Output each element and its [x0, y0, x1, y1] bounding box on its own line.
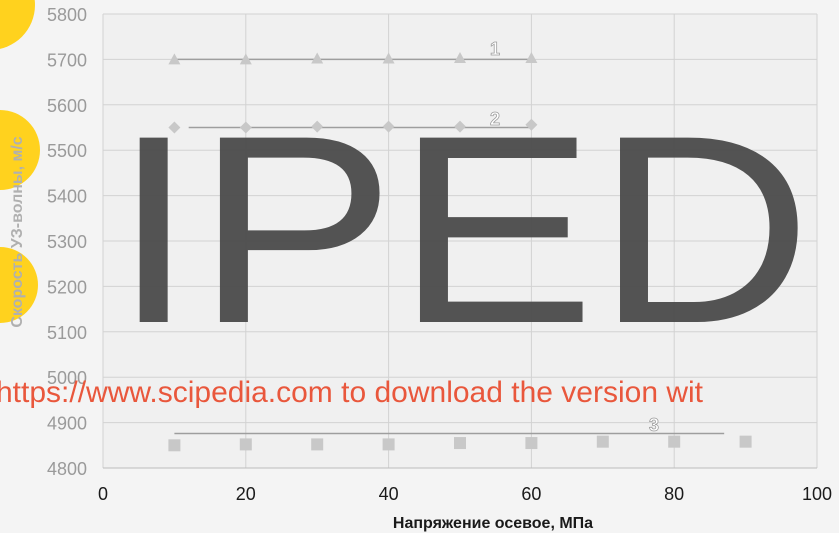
marker: [525, 52, 538, 64]
y-tick-label: 5800: [47, 5, 87, 25]
marker: [454, 437, 466, 450]
y-tick-label: 4800: [47, 459, 87, 479]
x-tick-label: 100: [802, 484, 832, 504]
marker: [168, 53, 181, 65]
marker: [239, 438, 252, 451]
decoration: [0, 247, 38, 323]
x-tick-label: 20: [236, 484, 256, 504]
marker: [311, 52, 324, 64]
series-label: 2: [490, 109, 500, 129]
y-tick-label: 5100: [47, 323, 87, 343]
y-tick-label: 5000: [47, 368, 87, 388]
series-label: 3: [649, 415, 659, 435]
marker: [525, 437, 538, 450]
y-tick-label: 5400: [47, 187, 87, 207]
marker: [239, 121, 252, 134]
y-tick-label: 5600: [47, 96, 87, 116]
marker: [382, 438, 395, 451]
marker: [668, 435, 681, 448]
marker: [168, 121, 181, 134]
marker: [382, 120, 395, 133]
y-tick-label: 5700: [47, 50, 87, 70]
decoration: [0, 0, 35, 49]
x-tick-label: 60: [521, 484, 541, 504]
series-label: 1: [490, 39, 500, 59]
marker: [311, 120, 324, 133]
marker: [454, 52, 466, 64]
x-axis-title: Напряжение осевое, МПа: [393, 515, 593, 532]
y-tick-label: 5300: [47, 232, 87, 252]
marker: [596, 435, 609, 448]
watermark-banner: https://www.scipedia.com to download the…: [0, 376, 704, 409]
x-tick-label: 40: [379, 484, 399, 504]
decoration: [0, 110, 40, 190]
marker: [239, 53, 252, 65]
x-tick-label: 80: [664, 484, 684, 504]
marker: [311, 438, 324, 451]
marker: [454, 120, 466, 133]
marker: [382, 52, 395, 64]
y-tick-label: 5500: [47, 141, 87, 161]
marker: [168, 439, 181, 452]
marker: [525, 118, 538, 131]
y-tick-label: 5200: [47, 277, 87, 297]
marker: [739, 435, 752, 448]
x-tick-label: 0: [98, 484, 108, 504]
y-tick-label: 4900: [47, 414, 87, 434]
y-axis-title: Скорость УЗ-волны, м/с: [9, 136, 26, 327]
watermark-logo: IPED: [112, 79, 812, 379]
